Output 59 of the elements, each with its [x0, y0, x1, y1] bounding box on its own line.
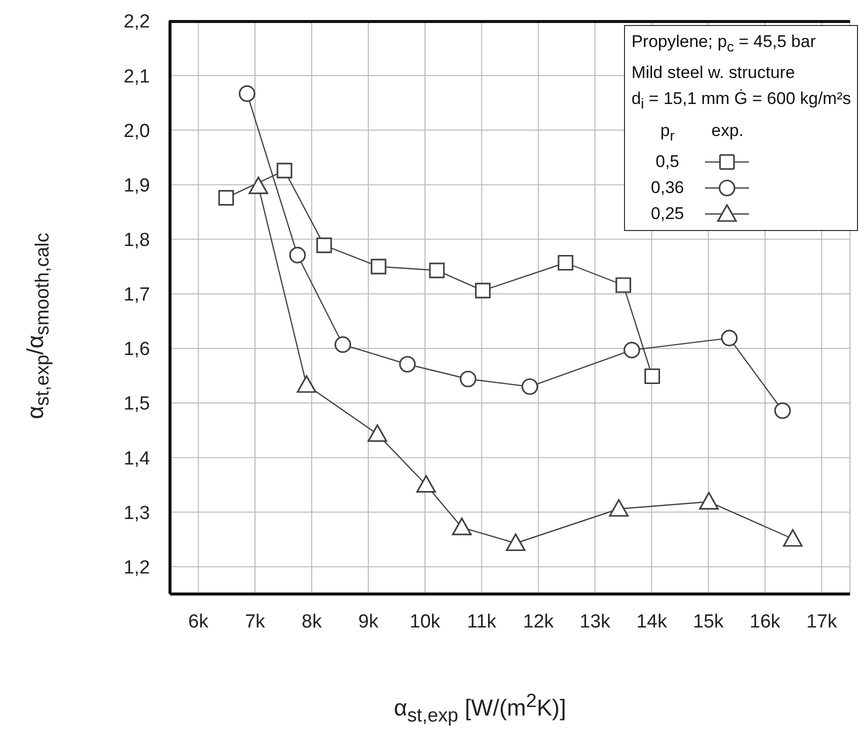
- x-tick-label: 14k: [636, 611, 668, 632]
- point: [296, 375, 316, 393]
- point: [721, 330, 738, 346]
- y-tick-label: 1,9: [124, 175, 150, 196]
- point: [782, 529, 803, 547]
- x-tick-label: 12k: [523, 611, 554, 632]
- point: [248, 176, 268, 194]
- x-tick-label: 9k: [358, 611, 379, 632]
- point: [429, 262, 445, 278]
- annotation: Propylene; p$_{c}$ = 45,5 bar: [631, 31, 817, 58]
- x-axis-title: α$_{st,exp}$ [W/(m$^{2}$K)]: [392, 691, 568, 728]
- point: [289, 246, 306, 264]
- y-tick-label: 1,5: [124, 394, 150, 415]
- point: [774, 402, 791, 419]
- y-tick-label: 1,8: [124, 230, 150, 252]
- legend-title: p$_{r}$: [659, 120, 676, 146]
- x-tick-label: 13k: [580, 611, 611, 632]
- point: [238, 85, 256, 102]
- point: [276, 162, 292, 178]
- point: [368, 424, 388, 442]
- y-tick-label: 2,0: [124, 120, 150, 142]
- point: [334, 336, 352, 353]
- point: [558, 254, 574, 271]
- annotation: Mild steel w. structure: [631, 62, 796, 84]
- x-tick-label: 15k: [693, 611, 724, 632]
- x-tick-label: 17k: [806, 611, 838, 632]
- x-tick-label: 8k: [302, 611, 322, 632]
- annotation: d$_{i}$ = 15,1 mm Ġ = 600 kg/m²s: [631, 88, 851, 115]
- y-tick-label: 1,3: [124, 502, 150, 524]
- x-tick-label: 11k: [467, 611, 497, 632]
- legend-label: 0,25: [650, 203, 685, 226]
- point: [609, 499, 629, 517]
- point: [370, 258, 386, 274]
- point: [218, 190, 234, 206]
- point: [475, 282, 491, 298]
- y-tick-label: 1,2: [124, 557, 150, 578]
- point: [644, 368, 660, 384]
- point: [522, 378, 538, 395]
- x-tick-label: 6k: [188, 611, 209, 632]
- annotation: exp.: [710, 120, 745, 142]
- y-tick-label: 2,2: [124, 12, 150, 33]
- point: [460, 370, 476, 388]
- legend-label: 0,36: [650, 177, 685, 200]
- y-tick-label: 1,7: [124, 284, 150, 306]
- x-tick-label: 16k: [750, 611, 781, 632]
- point: [616, 277, 632, 293]
- point: [416, 475, 436, 493]
- point: [506, 533, 526, 552]
- y-tick-label: 1,6: [124, 339, 150, 360]
- x-tick-label: 7k: [244, 611, 266, 632]
- x-tick-label: 10k: [410, 611, 441, 632]
- legend-label: 0,5: [654, 151, 680, 174]
- point: [699, 492, 719, 510]
- y-tick-label: 1,4: [124, 448, 150, 470]
- point: [316, 237, 332, 254]
- point: [624, 342, 640, 358]
- y-tick-label: 2,1: [124, 66, 150, 88]
- point: [399, 356, 416, 373]
- point: [452, 518, 472, 536]
